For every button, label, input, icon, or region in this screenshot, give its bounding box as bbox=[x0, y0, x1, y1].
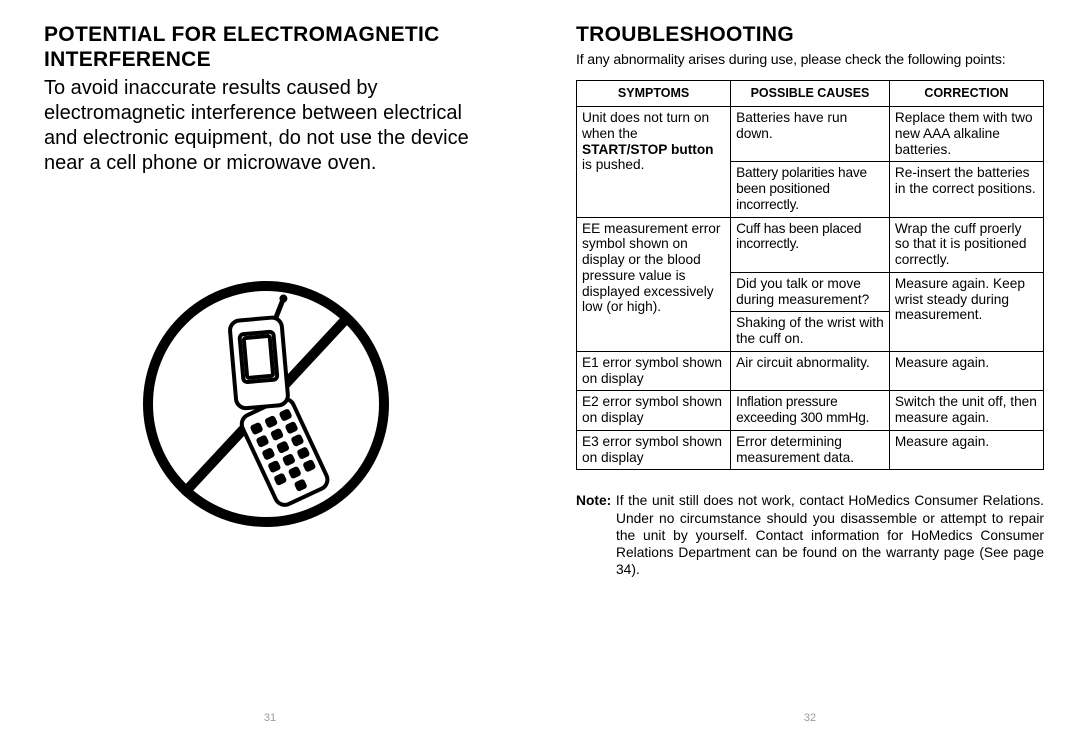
left-page-number: 31 bbox=[0, 712, 540, 724]
cause-cell: Did you talk or move during measurement? bbox=[731, 272, 890, 312]
table-row: EE measurement error symbol shown on dis… bbox=[577, 217, 1044, 272]
cause-cell: Inflation pressure exceeding 300 mmHg. bbox=[731, 391, 890, 431]
table-header-causes: POSSIBLE CAUSES bbox=[731, 81, 890, 107]
symptom-cell: E2 error symbol shown on display bbox=[577, 391, 731, 431]
cause-cell: Battery polarities have been positioned … bbox=[731, 162, 890, 217]
symptom-cell: EE measurement error symbol shown on dis… bbox=[577, 217, 731, 351]
table-header-correction: CORRECTION bbox=[889, 81, 1043, 107]
correction-cell: Measure again. bbox=[889, 430, 1043, 470]
table-row: E3 error symbol shown on display Error d… bbox=[577, 430, 1044, 470]
table-header-symptoms: SYMPTOMS bbox=[577, 81, 731, 107]
left-body: To avoid inaccurate results caused by el… bbox=[44, 76, 488, 176]
left-page: POTENTIAL FOR ELECTROMAGNETIC INTERFEREN… bbox=[0, 0, 540, 742]
cause-cell: Cuff has been placed incorrectly. bbox=[731, 217, 890, 272]
correction-cell: Switch the unit off, then measure again. bbox=[889, 391, 1043, 431]
right-page: TROUBLESHOOTING If any abnormality arise… bbox=[540, 0, 1080, 742]
cause-cell: Shaking of the wrist with the cuff on. bbox=[731, 312, 890, 352]
right-page-number: 32 bbox=[540, 712, 1080, 724]
troubleshooting-table: SYMPTOMS POSSIBLE CAUSES CORRECTION Unit… bbox=[576, 80, 1044, 470]
no-cellphone-icon bbox=[141, 244, 391, 564]
cause-cell: Air circuit abnormality. bbox=[731, 351, 890, 391]
table-row: E2 error symbol shown on display Inflati… bbox=[577, 391, 1044, 431]
right-intro: If any abnormality arises during use, pl… bbox=[576, 51, 1044, 67]
cause-cell: Error determining measurement data. bbox=[731, 430, 890, 470]
table-row: E1 error symbol shown on display Air cir… bbox=[577, 351, 1044, 391]
right-heading: TROUBLESHOOTING bbox=[576, 22, 1044, 47]
correction-cell: Measure again. Keep wrist steady during … bbox=[889, 272, 1043, 351]
left-heading: POTENTIAL FOR ELECTROMAGNETIC INTERFEREN… bbox=[44, 22, 488, 72]
symptom-cell: Unit does not turn on when the START/STO… bbox=[577, 107, 731, 218]
correction-cell: Replace them with two new AAA alkaline b… bbox=[889, 107, 1043, 162]
cause-cell: Batteries have run down. bbox=[731, 107, 890, 162]
correction-cell: Re-insert the batteries in the correct p… bbox=[889, 162, 1043, 217]
symptom-cell: E3 error symbol shown on display bbox=[577, 430, 731, 470]
symptom-cell: E1 error symbol shown on display bbox=[577, 351, 731, 391]
correction-cell: Wrap the cuff proerly so that it is posi… bbox=[889, 217, 1043, 272]
table-row: Unit does not turn on when the START/STO… bbox=[577, 107, 1044, 162]
note-text: Note: If the unit still does not work, c… bbox=[576, 492, 1044, 578]
correction-cell: Measure again. bbox=[889, 351, 1043, 391]
